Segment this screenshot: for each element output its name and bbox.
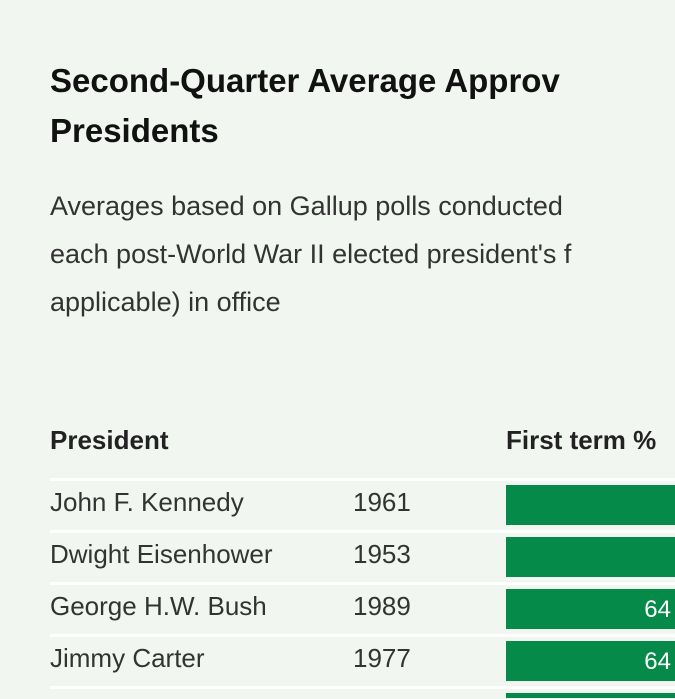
chart-subtitle: Averages based on Gallup polls conducted… [50, 191, 572, 317]
row-divider [50, 634, 675, 637]
table-row: George H.W. Bush 1989 64 [0, 583, 675, 635]
row-divider [50, 478, 675, 481]
president-name: George H.W. Bush [50, 591, 267, 621]
table-row: John F. Kennedy 1961 [0, 479, 675, 531]
table-row [0, 687, 675, 699]
year: 1961 [353, 487, 411, 517]
year: 1977 [353, 643, 411, 673]
column-header-first-term: First term % [506, 425, 657, 455]
first-term-bar: 64 [506, 589, 675, 629]
first-term-bar: 64 [506, 641, 675, 681]
president-name: John F. Kennedy [50, 487, 244, 517]
bar-value-label: 64 [644, 596, 671, 623]
table-row: Dwight Eisenhower 1953 [0, 531, 675, 583]
first-term-bar [506, 537, 675, 577]
bar-value-label: 64 [644, 648, 671, 675]
chart-title: Second-Quarter Average Approv Presidents [50, 62, 560, 149]
column-header-president: President [50, 425, 169, 455]
table-row: Jimmy Carter 1977 64 [0, 635, 675, 687]
president-name: Jimmy Carter [50, 643, 205, 673]
row-divider [50, 530, 675, 533]
year: 1953 [353, 539, 411, 569]
year: 1989 [353, 591, 411, 621]
first-term-bar [506, 693, 675, 698]
row-divider [50, 686, 675, 689]
president-name: Dwight Eisenhower [50, 539, 273, 569]
row-divider [50, 582, 675, 585]
first-term-bar [506, 485, 675, 525]
